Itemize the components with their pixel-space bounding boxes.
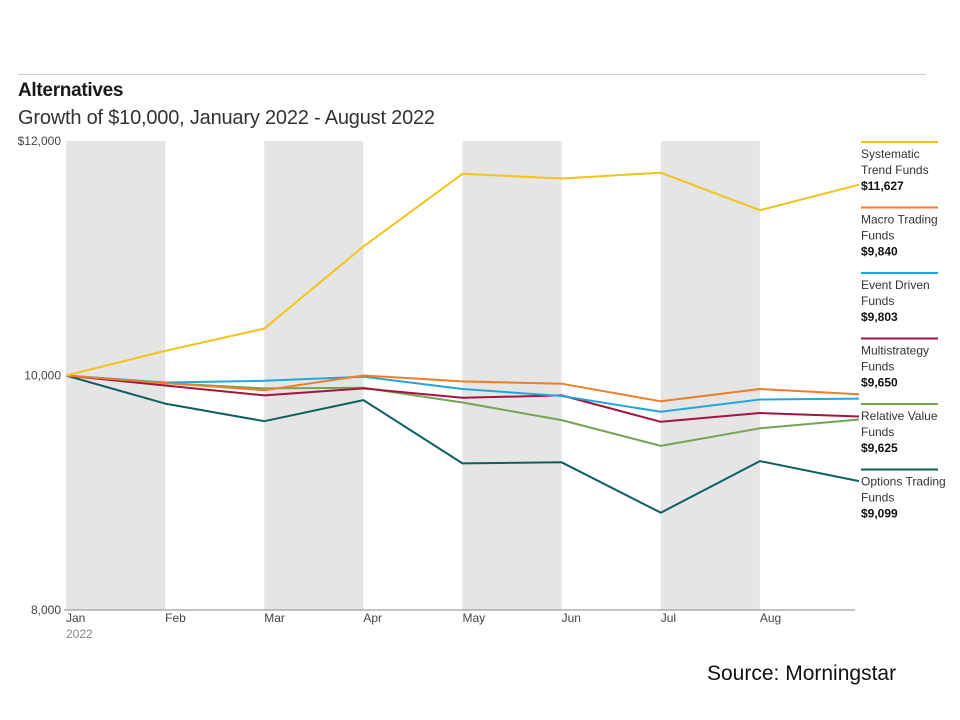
legend-label: Funds <box>861 360 894 374</box>
series-line <box>65 374 860 514</box>
series-line <box>65 374 860 423</box>
x-tick-label: Jun <box>562 611 581 625</box>
legend-item: Event Driven Funds $9,803 <box>861 272 938 324</box>
legend-item: Systematic Trend Funds $11,627 <box>861 141 938 193</box>
x-tick-label: May <box>463 611 486 625</box>
legend-label: Trend Funds <box>861 163 929 177</box>
series-line <box>65 374 860 403</box>
shaded-band-may <box>462 141 562 610</box>
x-tick-label: Mar <box>264 611 285 625</box>
x-axis-tick-labels: Jan Feb Mar Apr May Jun Jul Aug 2022 <box>66 611 781 641</box>
legend-label: Event Driven <box>861 278 930 292</box>
shaded-band-jul <box>660 141 760 610</box>
x-tick-label: Jul <box>661 611 676 625</box>
legend-label: Macro Trading <box>861 213 938 227</box>
legend-label: Funds <box>861 229 894 243</box>
legend-item: Relative Value Funds $9,625 <box>861 403 938 455</box>
legend-label: Funds <box>861 425 894 439</box>
series-lines <box>65 171 860 514</box>
chart-title: Alternatives <box>18 80 124 101</box>
legend-label: Multistrategy <box>861 344 929 358</box>
legend-label: Funds <box>861 294 894 308</box>
x-tick-label: Apr <box>363 611 382 625</box>
legend-final-value: $9,099 <box>861 507 898 521</box>
x-axis-year-label: 2022 <box>66 627 93 641</box>
legend-item: Options Trading Funds $9,099 <box>861 468 946 521</box>
series-line <box>65 171 860 377</box>
legend-label: Relative Value <box>861 409 938 423</box>
x-tick-label: Feb <box>165 611 186 625</box>
legend-final-value: $9,650 <box>861 376 898 390</box>
y-tick-label: 8,000 <box>31 603 61 617</box>
y-axis-tick-labels: $12,000 10,000 8,000 <box>18 134 62 617</box>
shaded-band-jan <box>66 141 166 610</box>
legend: Systematic Trend Funds $11,627 Macro Tradin… <box>861 141 946 521</box>
legend-final-value: $9,803 <box>861 310 898 324</box>
legend-label: Funds <box>861 491 894 505</box>
legend-final-value: $9,840 <box>861 245 898 259</box>
legend-final-value: $9,625 <box>861 441 898 455</box>
legend-item: Macro Trading Funds $9,840 <box>861 206 938 259</box>
legend-item: Multistrategy Funds $9,650 <box>861 337 938 390</box>
y-tick-label: $12,000 <box>18 134 62 148</box>
series-line <box>65 374 860 413</box>
top-rule <box>18 74 926 75</box>
legend-final-value: $11,627 <box>861 179 904 193</box>
y-tick-label: 10,000 <box>24 369 61 383</box>
x-tick-label: Aug <box>760 611 781 625</box>
legend-label: Options Trading <box>861 475 946 489</box>
chart-subtitle: Growth of $10,000, January 2022 - August… <box>18 107 435 129</box>
source-note: Source: Morningstar <box>707 662 897 685</box>
shaded-month-bands <box>66 141 760 610</box>
x-tick-label: Jan <box>66 611 85 625</box>
shaded-band-mar <box>264 141 364 610</box>
legend-label: Systematic <box>861 147 920 161</box>
